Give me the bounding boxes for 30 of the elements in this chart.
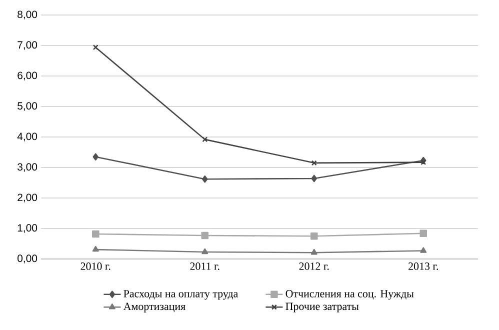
y-tick-label: 6,00 [18, 72, 38, 80]
y-tick-label: 1,00 [18, 224, 38, 233]
point [310, 248, 318, 255]
point [420, 247, 427, 253]
x-tick-label: 2011 г. [190, 262, 220, 270]
point [202, 136, 208, 142]
point [92, 246, 99, 252]
legend-label: Расходы на оплату труда [124, 290, 238, 300]
y-tick-label: 8,00 [18, 10, 38, 20]
y-tick-label: 5,00 [18, 102, 38, 111]
legend-label: Амортизация [123, 302, 186, 312]
y-tick-label: 2,00 [18, 194, 38, 202]
y-tick-label: 7,00 [18, 41, 38, 50]
point [202, 175, 208, 183]
point [202, 248, 208, 254]
x-tick-label: 2013 г. [408, 262, 438, 270]
x-tick-label: 2010 г. [80, 262, 110, 270]
point [311, 160, 317, 166]
point [311, 174, 318, 182]
y-tick-label: 4,00 [17, 132, 38, 142]
point [201, 232, 209, 240]
y-tick-label: 0,00 [18, 254, 38, 264]
legend-label: Отчисления на соц. Нужды [286, 290, 414, 300]
y-tick-label: 3,00 [18, 163, 38, 172]
point [92, 230, 100, 238]
x-tick-label: 2012 г. [299, 262, 329, 270]
point [310, 232, 318, 240]
point [420, 230, 428, 238]
legend-label: Прочие затраты [286, 302, 359, 312]
point [92, 153, 99, 160]
